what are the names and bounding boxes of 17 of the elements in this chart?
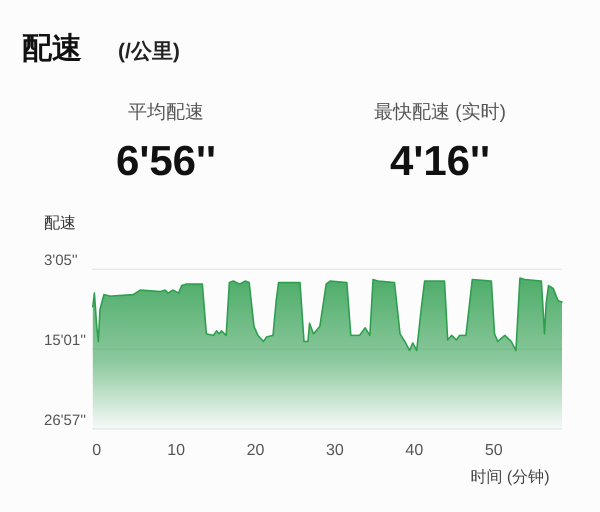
text: 26'57'' (44, 412, 86, 429)
x-axis-title: 时间 (分钟) (470, 468, 550, 486)
x-tick-label: 40 (405, 442, 424, 459)
y-axis-title: 配速 (44, 214, 76, 232)
chart-title: 配速 (22, 32, 82, 65)
text: 4'16'' (390, 137, 490, 184)
x-tick-label: 20 (246, 442, 265, 459)
x-tick-label: 30 (326, 442, 344, 459)
chart-subtitle: (/公里) (118, 40, 180, 63)
text: 最快配速 (实时) (374, 101, 506, 123)
text: 3'05'' (44, 252, 78, 270)
text: 平均配速 (128, 102, 204, 123)
text: 15'01'' (44, 332, 86, 350)
text: 6'56'' (116, 137, 216, 184)
x-tick-label: 10 (167, 442, 186, 459)
x-tick-label: 0 (92, 442, 102, 459)
x-tick-label: 50 (484, 442, 503, 459)
